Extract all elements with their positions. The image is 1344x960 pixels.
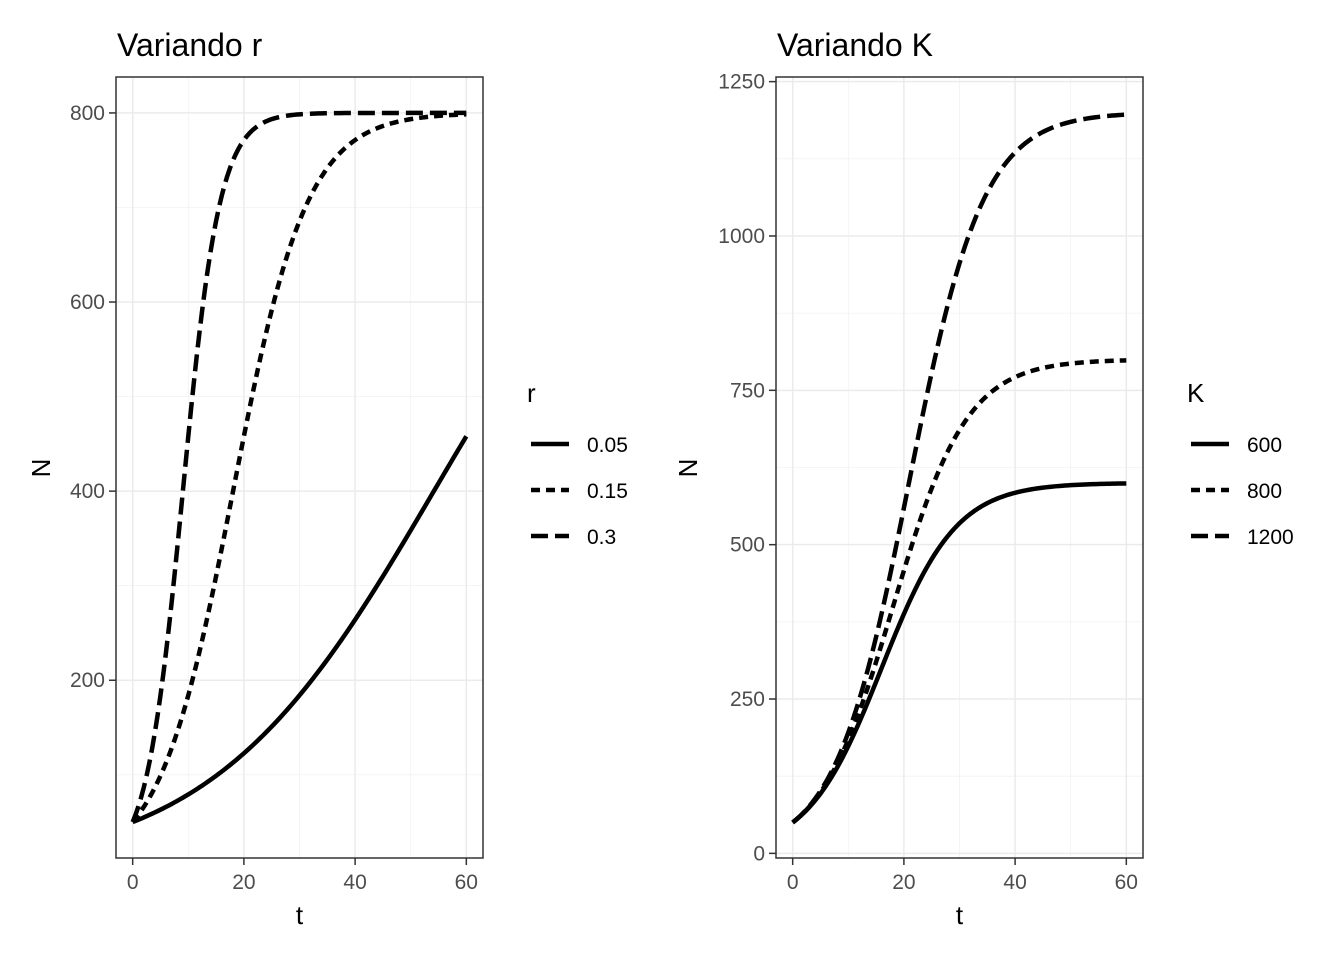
plot-area [775,76,1144,859]
x-tick-label: 20 [232,871,255,894]
legend-label: 0.05 [587,434,628,457]
y-tick-label: 0 [753,842,765,865]
y-axis-title: N [26,459,56,478]
legend-title: K [1187,378,1205,408]
series-line-0_3 [130,110,467,823]
panel-title: Variando K [777,27,933,63]
panel-variando-r: Variando r 0 20 40 60 200 400 600 800 t N r 0.0… [26,27,628,930]
y-tick-label: 250 [730,688,765,711]
legend-label: 0.3 [587,526,616,549]
plot-area [115,76,484,859]
y-tick-label: 600 [70,291,105,314]
y-axis-title: N [673,459,703,478]
x-tick-label: 40 [1003,871,1026,894]
y-tick-label: 500 [730,534,765,557]
series-line-600 [791,481,1127,825]
series-group [130,110,469,825]
x-tick-label: 40 [343,871,366,894]
series-line-0_15 [130,112,467,824]
y-tick-label: 200 [70,669,105,692]
panel-title: Variando r [117,27,263,63]
series-line-1200 [791,112,1127,825]
legend-label: 1200 [1247,526,1294,549]
x-axis-title: t [296,900,304,930]
y-tick-label: 400 [70,480,105,503]
legend: K 600 800 1200 [1187,378,1294,549]
legend-title: r [527,378,536,408]
y-tick-label: 800 [70,102,105,125]
legend: r 0.05 0.15 0.3 [527,378,628,549]
axis-ticks: 0 20 40 60 200 400 600 800 [70,102,478,894]
y-tick-label: 750 [730,379,765,402]
series-group [791,112,1127,825]
x-tick-label: 60 [455,871,478,894]
x-tick-label: 0 [787,871,799,894]
series-line-0_05 [131,435,469,825]
y-tick-label: 1250 [718,71,765,94]
x-tick-label: 0 [127,871,139,894]
grid [776,77,1143,858]
grid [116,77,483,858]
x-tick-label: 60 [1115,871,1138,894]
y-tick-label: 1000 [718,225,765,248]
legend-label: 800 [1247,480,1282,503]
x-tick-label: 20 [892,871,915,894]
x-axis-title: t [956,900,964,930]
axis-ticks: 0 20 40 60 0 250 500 750 1000 1250 [718,71,1138,894]
legend-label: 600 [1247,434,1282,457]
legend-label: 0.15 [587,480,628,503]
